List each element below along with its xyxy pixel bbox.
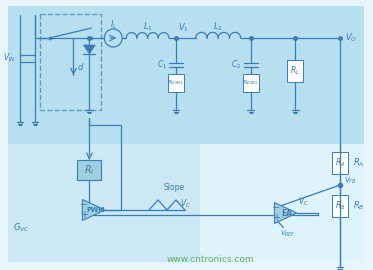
Text: $V_O$: $V_O$ xyxy=(345,32,357,44)
Text: $V_C$: $V_C$ xyxy=(181,197,191,210)
Text: $V_1$: $V_1$ xyxy=(178,22,189,34)
Text: PWM: PWM xyxy=(86,207,105,213)
Text: $R_A$: $R_A$ xyxy=(335,157,345,169)
Text: www.cntronics.com: www.cntronics.com xyxy=(167,255,255,265)
FancyBboxPatch shape xyxy=(8,6,364,144)
Bar xyxy=(332,152,348,174)
Text: $C_2$: $C_2$ xyxy=(231,59,242,71)
Polygon shape xyxy=(82,200,105,221)
Bar xyxy=(288,60,303,82)
Text: −: − xyxy=(80,200,88,210)
FancyBboxPatch shape xyxy=(200,144,364,262)
Bar xyxy=(78,160,101,180)
Text: $R_L$: $R_L$ xyxy=(291,65,300,77)
Text: +: + xyxy=(81,210,88,220)
Text: $I_L$: $I_L$ xyxy=(110,19,117,31)
Bar xyxy=(332,195,348,217)
Text: $G_{VC}$: $G_{VC}$ xyxy=(13,222,30,234)
Text: $R_{ESR1}$: $R_{ESR1}$ xyxy=(167,79,185,87)
Text: EA: EA xyxy=(281,208,292,218)
Bar xyxy=(168,74,184,92)
Text: $R_i$: $R_i$ xyxy=(84,163,95,177)
Text: d: d xyxy=(78,63,83,73)
FancyBboxPatch shape xyxy=(8,144,200,262)
Polygon shape xyxy=(84,45,95,54)
Text: −: − xyxy=(272,203,280,213)
Text: Slope: Slope xyxy=(163,183,185,192)
Text: $V_{IN}$: $V_{IN}$ xyxy=(3,52,16,64)
Text: $L_2$: $L_2$ xyxy=(213,21,223,33)
Text: $L_1$: $L_1$ xyxy=(143,21,153,33)
Text: $V_{REF}$: $V_{REF}$ xyxy=(280,228,295,239)
Text: $R_B$: $R_B$ xyxy=(335,200,345,212)
Text: $V_{FB}$: $V_{FB}$ xyxy=(344,176,357,186)
Text: $R_B$: $R_B$ xyxy=(353,200,364,212)
Polygon shape xyxy=(275,202,297,224)
Text: $V_C$: $V_C$ xyxy=(298,195,309,208)
Text: $C_1$: $C_1$ xyxy=(157,59,167,71)
Text: $R_A$: $R_A$ xyxy=(353,157,364,169)
Text: +: + xyxy=(272,213,280,223)
Text: $R_{ESR2}$: $R_{ESR2}$ xyxy=(242,79,259,87)
Bar xyxy=(243,74,258,92)
